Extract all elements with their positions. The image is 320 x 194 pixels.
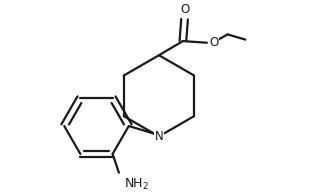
Text: NH$_2$: NH$_2$ xyxy=(124,177,149,191)
Text: O: O xyxy=(180,3,189,16)
Text: O: O xyxy=(209,36,219,49)
Text: N: N xyxy=(155,130,163,143)
